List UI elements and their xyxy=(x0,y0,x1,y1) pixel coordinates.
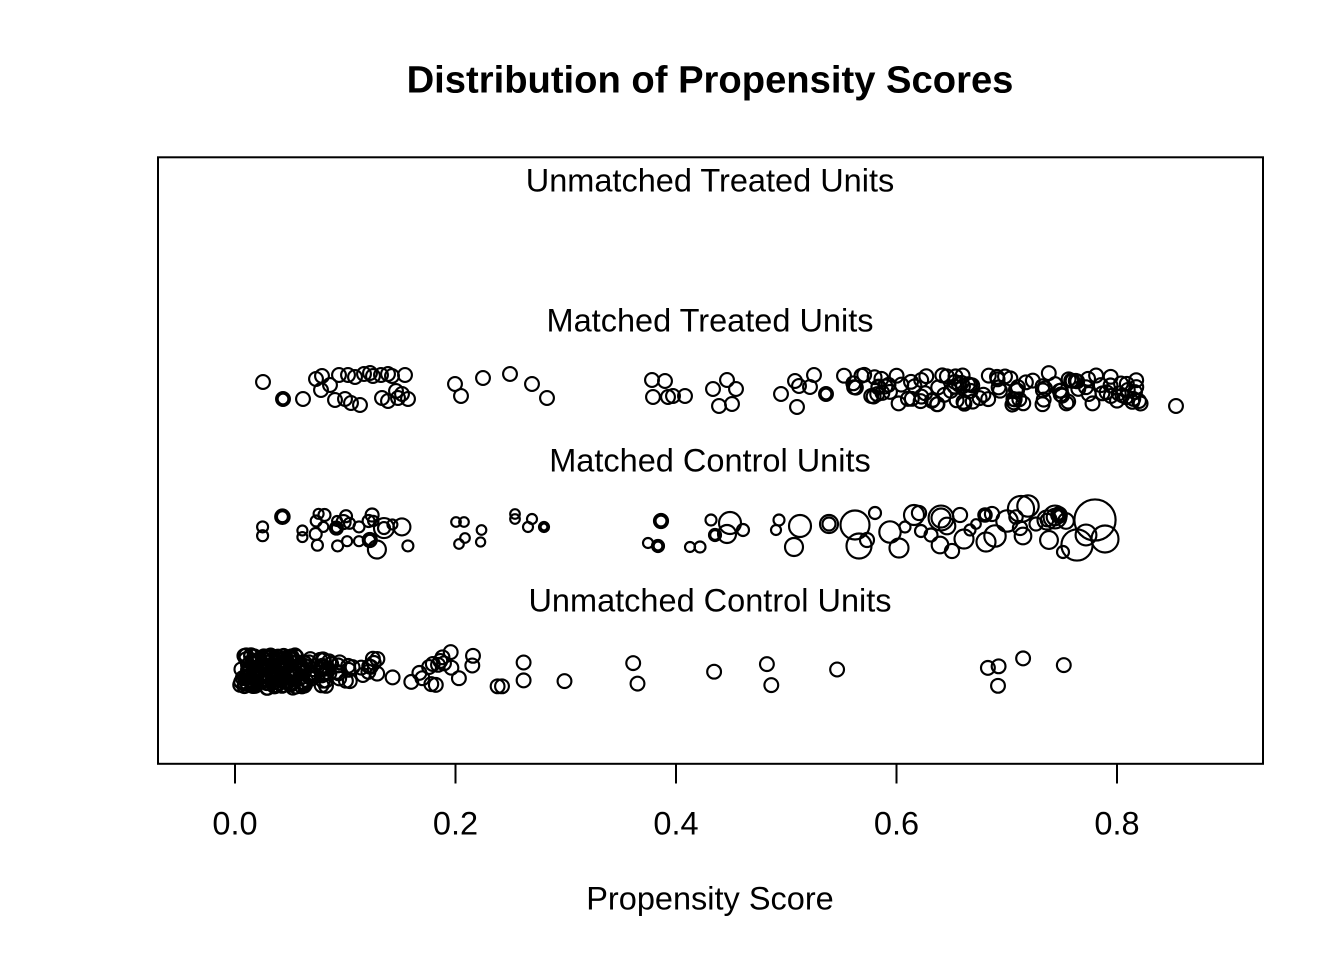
svg-text:0.8: 0.8 xyxy=(1094,805,1139,841)
svg-text:Propensity Score: Propensity Score xyxy=(586,881,833,917)
svg-text:0.4: 0.4 xyxy=(653,805,698,841)
svg-text:0.2: 0.2 xyxy=(433,805,478,841)
svg-text:0.0: 0.0 xyxy=(212,805,257,841)
svg-text:Distribution of Propensity Sco: Distribution of Propensity Scores xyxy=(407,59,1014,102)
svg-text:Matched Control Units: Matched Control Units xyxy=(549,442,871,478)
svg-text:0.6: 0.6 xyxy=(874,805,919,841)
svg-text:Unmatched Treated Units: Unmatched Treated Units xyxy=(526,162,895,198)
svg-text:Matched Treated Units: Matched Treated Units xyxy=(547,302,874,338)
svg-text:Unmatched Control Units: Unmatched Control Units xyxy=(528,582,891,618)
